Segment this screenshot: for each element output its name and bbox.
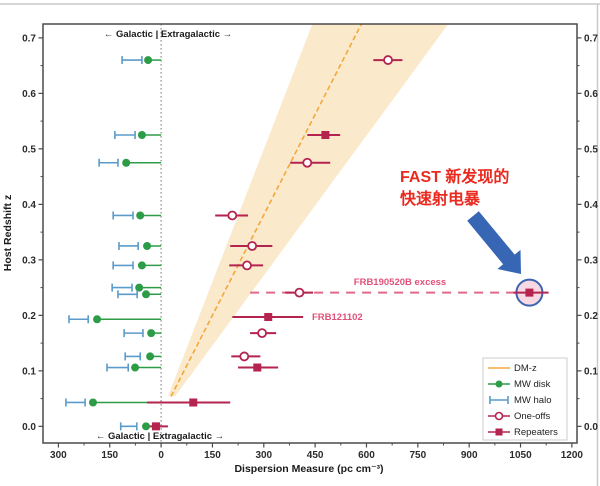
mw-disk-marker — [144, 56, 153, 65]
mw-disk-marker — [88, 398, 97, 407]
plot-border — [42, 23, 578, 444]
repeater-marker — [189, 398, 198, 407]
y-tick-label-right: 0.6 — [584, 89, 598, 100]
legend-label-mw-disk: MW disk — [514, 379, 551, 390]
galactic-boundary-annotation-bottom: ← Galactic | Extragalactic → — [96, 431, 224, 442]
y-tick-label-left: 0.2 — [22, 311, 36, 322]
mw-disk-marker — [146, 352, 155, 361]
legend-label-one-offs: One-offs — [514, 411, 551, 422]
one-off-marker — [239, 351, 250, 362]
one-off-marker — [247, 241, 258, 251]
y-tick-label-left: 0.7 — [22, 33, 36, 44]
x-tick-label: 450 — [307, 450, 324, 461]
data-layer — [65, 55, 549, 431]
y-tick-label-right: 0.1 — [584, 366, 598, 377]
mw-disk-marker — [122, 158, 131, 167]
dm-z-uncertainty-band — [167, 24, 449, 397]
legend-repeater-square-icon — [495, 428, 503, 436]
y-tick-label-right: 0.3 — [584, 255, 598, 266]
legend-box — [482, 357, 568, 441]
y-tick-label-left: 0.3 — [22, 255, 36, 266]
mw-disk-marker — [143, 241, 152, 250]
y-tick-label-right: 0.7 — [584, 33, 598, 44]
mw-disk-marker — [142, 422, 151, 431]
callout-arrow-icon — [467, 211, 521, 274]
legend-label-mw-halo: MW halo — [514, 395, 551, 406]
x-tick-label: 300 — [255, 450, 272, 461]
y-axis-label: Host Redshift z — [2, 195, 14, 271]
y-tick-label-right: 0.0 — [584, 422, 598, 433]
repeater-marker — [525, 288, 534, 297]
x-tick-label: 1200 — [561, 450, 584, 461]
y-tick-label-right: 0.2 — [584, 311, 598, 322]
y-tick-label-right: 0.5 — [584, 144, 598, 155]
x-axis-label: Dispersion Measure (pc cm⁻³) — [234, 463, 383, 475]
y-tick-label-left: 0.5 — [22, 144, 36, 155]
legend-label-dmz: DM-z — [514, 363, 537, 374]
y-tick-label-left: 0.4 — [22, 200, 36, 211]
one-off-marker — [242, 260, 252, 271]
legend-label-repeaters: Repeaters — [514, 427, 558, 438]
y-tick-label-left: 0.0 — [22, 422, 36, 433]
mw-disk-marker — [136, 211, 145, 220]
y-tick-label-left: 0.6 — [22, 89, 36, 100]
one-off-marker — [383, 55, 393, 65]
x-tick-label: 900 — [461, 450, 478, 461]
mw-disk-marker — [137, 261, 146, 270]
x-tick-label: 150 — [204, 450, 221, 461]
mw-disk-marker — [137, 130, 146, 139]
mw-disk-marker — [147, 329, 156, 338]
legend: DM-z MW disk MW halo One-offs Repeaters — [482, 357, 568, 441]
x-tick-label: 150 — [101, 450, 118, 461]
y-tick-label-left: 0.1 — [22, 366, 36, 377]
repeater-marker — [321, 130, 330, 139]
repeater-marker — [151, 422, 160, 431]
mw-disk-marker — [131, 363, 140, 372]
one-off-marker — [294, 287, 305, 298]
mw-disk-marker — [142, 290, 151, 299]
x-tick-label: 750 — [409, 450, 426, 461]
frb121102-label: FRB121102 — [312, 312, 363, 323]
y-tick-label-right: 0.4 — [584, 200, 598, 211]
x-tick-label: 0 — [158, 450, 164, 461]
frb190520b-excess-label: FRB190520B excess — [354, 277, 446, 288]
x-tick-label: 1050 — [509, 450, 532, 461]
galactic-boundary-annotation-top: ← Galactic | Extragalactic → — [104, 29, 232, 40]
mw-disk-marker — [135, 283, 144, 292]
repeater-marker — [264, 313, 273, 322]
legend-mw-disk-dot-icon — [495, 380, 503, 388]
legend-one-off-circle-icon — [494, 411, 504, 421]
one-off-marker — [257, 328, 267, 339]
repeater-marker — [253, 363, 262, 372]
x-tick-label: 600 — [358, 450, 375, 461]
x-tick-label: 300 — [50, 450, 67, 461]
one-off-marker — [302, 157, 313, 168]
dm-z-relation-line — [170, 23, 363, 397]
one-off-marker — [227, 210, 238, 221]
axes-layer: 300 150 0 150 300 450 600 750 900 1050 1200 0.0 0.0 0… — [22, 33, 598, 461]
mw-disk-marker — [93, 315, 102, 324]
dm-z-band-layer — [160, 23, 449, 443]
fast-callout-line2: 快速射电暴 — [400, 189, 481, 208]
fast-callout-line1: FAST 新发现的 — [400, 167, 509, 186]
